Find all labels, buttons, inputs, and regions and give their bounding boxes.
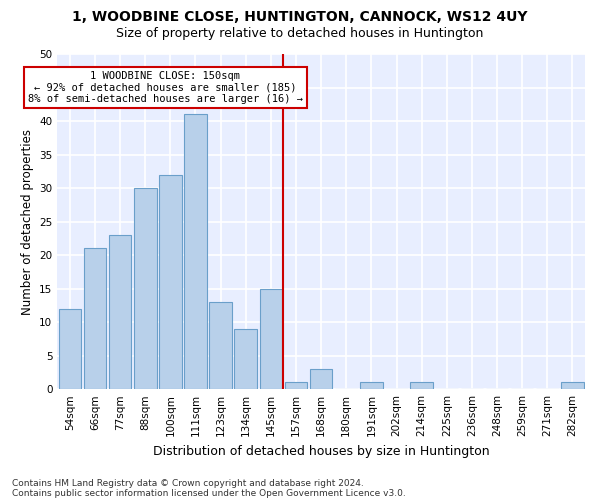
Bar bbox=[235, 329, 257, 389]
Text: 1, WOODBINE CLOSE, HUNTINGTON, CANNOCK, WS12 4UY: 1, WOODBINE CLOSE, HUNTINGTON, CANNOCK, … bbox=[72, 10, 528, 24]
Bar bbox=[310, 369, 332, 389]
Bar bbox=[360, 382, 383, 389]
Bar bbox=[83, 248, 106, 389]
Bar bbox=[184, 114, 207, 389]
Text: Contains public sector information licensed under the Open Government Licence v3: Contains public sector information licen… bbox=[12, 488, 406, 498]
Bar bbox=[209, 302, 232, 389]
Text: Contains HM Land Registry data © Crown copyright and database right 2024.: Contains HM Land Registry data © Crown c… bbox=[12, 478, 364, 488]
Text: Size of property relative to detached houses in Huntington: Size of property relative to detached ho… bbox=[116, 28, 484, 40]
Bar bbox=[109, 235, 131, 389]
Bar bbox=[134, 188, 157, 389]
X-axis label: Distribution of detached houses by size in Huntington: Distribution of detached houses by size … bbox=[153, 444, 490, 458]
Y-axis label: Number of detached properties: Number of detached properties bbox=[20, 128, 34, 314]
Bar bbox=[410, 382, 433, 389]
Bar bbox=[561, 382, 584, 389]
Text: 1 WOODBINE CLOSE: 150sqm
← 92% of detached houses are smaller (185)
8% of semi-d: 1 WOODBINE CLOSE: 150sqm ← 92% of detach… bbox=[28, 71, 303, 104]
Bar bbox=[260, 288, 282, 389]
Bar bbox=[59, 308, 81, 389]
Bar bbox=[285, 382, 307, 389]
Bar bbox=[159, 174, 182, 389]
